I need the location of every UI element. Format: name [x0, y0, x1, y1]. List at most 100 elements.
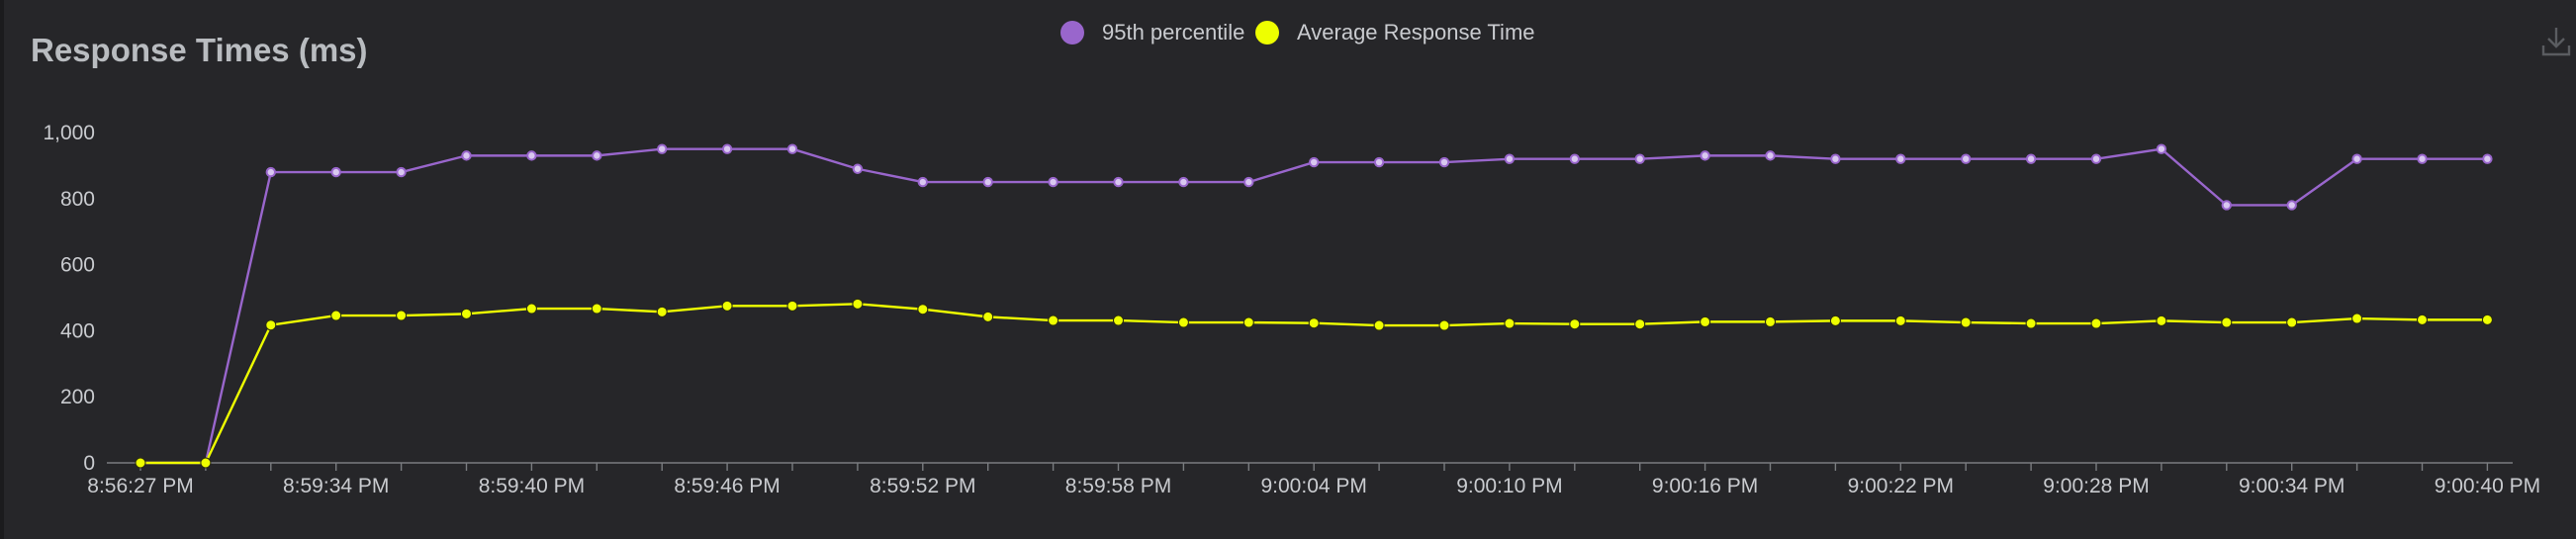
legend-marker-0[interactable]	[1060, 21, 1084, 45]
legend: 95th percentile Average Response Time	[1060, 20, 1535, 45]
data-point-1[interactable]	[135, 457, 146, 469]
data-point-1[interactable]	[2351, 313, 2363, 324]
data-point-0[interactable]	[982, 176, 993, 188]
data-point-1[interactable]	[330, 310, 342, 321]
data-point-1[interactable]	[591, 303, 602, 314]
data-point-0[interactable]	[2286, 200, 2297, 211]
data-point-1[interactable]	[1177, 316, 1189, 328]
data-point-0[interactable]	[786, 143, 798, 154]
data-point-1[interactable]	[1438, 319, 1450, 331]
data-point-0[interactable]	[1309, 156, 1320, 168]
data-point-1[interactable]	[2417, 314, 2428, 325]
data-point-0[interactable]	[1113, 176, 1124, 188]
data-point-1[interactable]	[1894, 314, 1906, 326]
data-point-1[interactable]	[525, 303, 537, 314]
data-point-0[interactable]	[1504, 153, 1516, 164]
y-tick-label: 800	[60, 188, 95, 211]
legend-label-1[interactable]: Average Response Time	[1297, 20, 1535, 45]
y-tick-label: 600	[60, 254, 95, 277]
data-point-1[interactable]	[1308, 317, 1320, 329]
data-point-0[interactable]	[461, 150, 472, 161]
data-point-1[interactable]	[265, 319, 277, 331]
legend-marker-1[interactable]	[1255, 21, 1279, 45]
data-point-1[interactable]	[1634, 318, 1646, 330]
download-icon[interactable]	[2540, 24, 2572, 57]
data-point-0[interactable]	[2221, 200, 2233, 211]
data-point-0[interactable]	[265, 166, 276, 178]
data-point-0[interactable]	[2351, 153, 2362, 164]
data-point-1[interactable]	[1373, 319, 1385, 331]
y-axis: 0 200 400 600 800 1,000	[43, 122, 95, 475]
data-point-1[interactable]	[461, 308, 472, 319]
x-tick-label: 8:59:40 PM	[479, 475, 585, 497]
data-point-0[interactable]	[657, 143, 668, 154]
data-point-1[interactable]	[2090, 317, 2102, 329]
y-tick-label: 1,000	[43, 122, 95, 144]
data-point-1[interactable]	[2025, 317, 2037, 329]
data-point-0[interactable]	[396, 166, 407, 178]
data-point-1[interactable]	[1504, 317, 1516, 329]
x-tick-label: 9:00:16 PM	[1652, 475, 1758, 497]
data-point-1[interactable]	[2481, 314, 2493, 325]
data-point-0[interactable]	[1243, 176, 1254, 188]
data-point-1[interactable]	[1700, 315, 1711, 327]
data-point-0[interactable]	[330, 166, 341, 178]
x-tick-label: 9:00:10 PM	[1456, 475, 1562, 497]
data-point-0[interactable]	[2025, 153, 2037, 164]
y-tick-label: 200	[60, 386, 95, 408]
data-point-1[interactable]	[1569, 318, 1581, 330]
data-point-1[interactable]	[396, 310, 408, 321]
panel-left-border	[0, 0, 4, 539]
data-point-0[interactable]	[1569, 153, 1581, 164]
data-point-0[interactable]	[1438, 156, 1450, 168]
x-tick-label: 8:59:46 PM	[674, 475, 780, 497]
data-point-1[interactable]	[982, 311, 994, 322]
data-point-1[interactable]	[656, 306, 668, 317]
x-tick-label: 8:59:58 PM	[1065, 475, 1171, 497]
data-point-0[interactable]	[592, 150, 602, 161]
data-point-0[interactable]	[852, 163, 864, 174]
data-point-0[interactable]	[2090, 153, 2102, 164]
data-point-1[interactable]	[721, 300, 733, 312]
data-point-0[interactable]	[2482, 153, 2493, 164]
x-tick-label: 9:00:04 PM	[1260, 475, 1366, 497]
data-point-0[interactable]	[917, 176, 928, 188]
data-point-1[interactable]	[200, 457, 212, 469]
data-point-1[interactable]	[917, 304, 929, 315]
data-point-0[interactable]	[721, 143, 733, 154]
data-point-0[interactable]	[1895, 153, 1906, 164]
x-tick-label: 9:00:22 PM	[1848, 475, 1954, 497]
x-tick-label: 9:00:28 PM	[2043, 475, 2149, 497]
series-line-0	[140, 147, 2488, 465]
data-point-1[interactable]	[1048, 314, 1059, 326]
data-point-0[interactable]	[1178, 176, 1189, 188]
x-axis: 8:56:27 PM 8:59:34 PM 8:59:40 PM 8:59:46 PM…	[87, 462, 2540, 497]
data-point-1[interactable]	[1242, 316, 1254, 328]
data-point-1[interactable]	[2221, 316, 2233, 328]
data-point-0[interactable]	[1634, 153, 1645, 164]
data-point-0[interactable]	[1830, 153, 1841, 164]
data-point-0[interactable]	[2156, 143, 2167, 154]
data-point-0[interactable]	[1961, 153, 1972, 164]
data-point-0[interactable]	[1765, 150, 1776, 161]
series-layer	[135, 143, 2493, 469]
data-point-0[interactable]	[2417, 153, 2428, 164]
data-point-0[interactable]	[526, 150, 537, 161]
data-point-1[interactable]	[852, 298, 864, 310]
data-point-1[interactable]	[2156, 314, 2167, 326]
data-point-0[interactable]	[1373, 156, 1385, 168]
data-point-1[interactable]	[1829, 314, 1841, 326]
data-point-1[interactable]	[786, 300, 798, 312]
data-point-0[interactable]	[1048, 176, 1058, 188]
data-point-1[interactable]	[2286, 316, 2298, 328]
legend-label-0[interactable]: 95th percentile	[1102, 20, 1244, 45]
chart-title: Response Times (ms)	[31, 32, 368, 68]
x-tick-label: 8:59:34 PM	[283, 475, 389, 497]
x-tick-label: 8:56:27 PM	[87, 475, 193, 497]
data-point-0[interactable]	[1700, 150, 1710, 161]
data-point-1[interactable]	[1765, 315, 1776, 327]
data-point-1[interactable]	[1960, 316, 1972, 328]
data-point-1[interactable]	[1113, 314, 1124, 326]
